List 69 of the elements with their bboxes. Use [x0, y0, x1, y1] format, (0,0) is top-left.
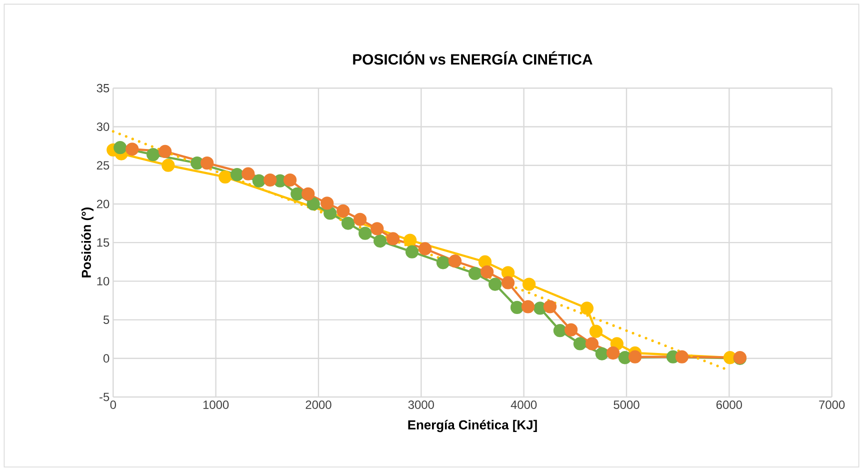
x-tick-label: 6000 — [716, 400, 742, 409]
point — [580, 302, 594, 315]
x-tick-label: 0 — [110, 400, 116, 409]
point — [114, 140, 127, 154]
point — [501, 266, 515, 280]
point — [353, 212, 367, 226]
x-tick-label: 3000 — [408, 400, 434, 409]
point — [358, 226, 372, 240]
point — [564, 323, 578, 336]
point — [162, 158, 175, 172]
point — [573, 337, 587, 350]
y-tick-label: 25 — [96, 161, 110, 170]
y-tick-label: 0 — [103, 354, 110, 363]
point — [302, 187, 315, 200]
point — [290, 187, 304, 200]
y-tick-label: 5 — [103, 316, 110, 324]
point — [283, 173, 297, 187]
point — [501, 276, 515, 290]
y-tick-label: -5 — [100, 392, 110, 402]
chart-title: POSICIÓN vs ENERGÍA CINÉTICA — [353, 51, 592, 65]
point — [370, 222, 384, 236]
x-tick-label: 4000 — [510, 400, 537, 409]
point — [675, 350, 689, 364]
point — [488, 278, 502, 291]
point — [386, 232, 400, 246]
point — [341, 216, 355, 230]
point — [418, 242, 432, 256]
x-tick-label: 2000 — [306, 400, 332, 409]
point — [585, 337, 599, 350]
point — [320, 196, 334, 210]
point — [252, 174, 266, 188]
point — [403, 234, 417, 247]
point — [521, 300, 535, 314]
y-tick-label: 35 — [96, 84, 110, 92]
point — [230, 168, 244, 182]
y-tick-label: 30 — [96, 122, 110, 131]
x-tick-label: 1000 — [203, 400, 229, 409]
point — [543, 300, 557, 314]
x-tick-label: 5000 — [614, 400, 640, 409]
point — [324, 206, 337, 220]
point — [522, 278, 536, 291]
point — [448, 254, 462, 268]
x-axis-title: Energía Cinética [KJ] — [408, 420, 537, 432]
point — [478, 255, 492, 268]
y-tick-label: 15 — [97, 238, 110, 247]
point — [405, 245, 419, 258]
x-tick-label: 7000 — [819, 400, 845, 409]
point — [436, 256, 450, 270]
point — [589, 324, 603, 338]
point — [146, 148, 160, 162]
point — [628, 350, 642, 364]
point — [242, 167, 255, 180]
point — [553, 324, 567, 338]
point — [468, 266, 482, 280]
point — [480, 265, 494, 278]
point — [158, 144, 172, 158]
point — [264, 173, 277, 187]
point — [336, 204, 350, 218]
y-tick-label: 20 — [96, 200, 110, 208]
point — [606, 346, 620, 360]
point — [374, 234, 387, 248]
point — [595, 347, 609, 360]
point — [218, 170, 232, 184]
y-tick-label: 10 — [97, 276, 110, 286]
point — [306, 197, 320, 210]
point — [510, 300, 524, 314]
y-axis-title: Posición (°) — [81, 207, 94, 278]
point — [126, 142, 139, 156]
point — [200, 156, 214, 170]
